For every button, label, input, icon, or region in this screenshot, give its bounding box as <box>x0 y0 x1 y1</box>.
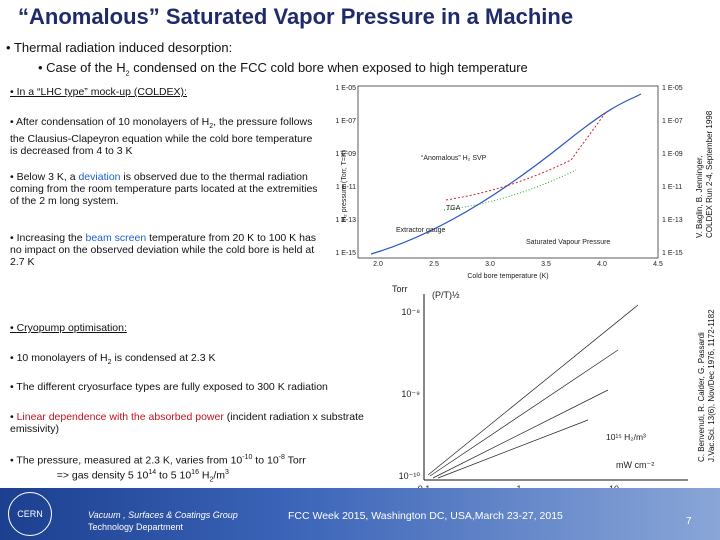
text: 2 <box>125 70 130 78</box>
text: 3 <box>225 468 229 476</box>
text: , the pressure follows the Clausius-Clap… <box>10 116 313 158</box>
text: C. Benvenuti, R. Calder, G. Passardi <box>697 332 706 462</box>
plot-label: (P/T)½ <box>432 290 460 300</box>
reference: V. Baglin, B. Jenninger, COLDEX Run 2-4, … <box>695 111 715 238</box>
text: 10 monolayers of H <box>16 352 108 364</box>
heading: • Cryopump optimisation: <box>10 322 127 334</box>
bullet: • Below 3 K, a deviation is observed due… <box>10 171 318 207</box>
plot-label: 3.0 <box>485 261 495 268</box>
bullet: • The pressure, measured at 2.3 K, varie… <box>10 454 306 484</box>
text: Linear dependence with the absorbed powe… <box>16 411 224 423</box>
text: Below 3 K, a <box>16 171 79 183</box>
fit-lines <box>427 304 639 479</box>
cryo-plot: Torr(P/T)½10⁻⁸10⁻⁹10⁻¹⁰0.1110mW cm⁻²10¹⁵… <box>392 284 688 494</box>
text: H <box>198 469 210 481</box>
plot-label: 10¹⁵ H₂/m³ <box>606 432 646 442</box>
text: V. Baglin, B. Jenninger, <box>695 155 704 238</box>
event: FCC Week 2015, Washington DC, USA,March … <box>288 510 563 522</box>
plot-label: Extractor gauge <box>396 227 446 234</box>
text: to 10 <box>252 454 279 467</box>
plot-label: 3.5 <box>541 261 551 268</box>
bullet: • The different cryosurface types are fu… <box>10 381 328 393</box>
plot-label: TGA <box>446 205 461 212</box>
bullet: • Case of the H2 condensed on the FCC co… <box>38 60 528 78</box>
text: 2 <box>107 359 112 367</box>
text: temperature from 20 K to 100 K has no im… <box>10 232 317 268</box>
bullet: • 10 monolayers of H2 is condensed at 2.… <box>10 352 216 367</box>
plot-label: Cold bore temperature (K) <box>467 273 548 280</box>
plot-label: 1 E-07 <box>662 118 683 125</box>
plot-label: 2.5 <box>429 261 439 268</box>
plot-label: 1 E-15 <box>662 250 683 257</box>
text: Cryopump optimisation: <box>16 322 127 334</box>
text: to 5 10 <box>156 469 192 481</box>
text: Torr <box>284 454 306 467</box>
plot-label: 1 E-05 <box>662 85 683 92</box>
plot-label: H₂ pressure (Torr, T=K) <box>341 150 348 222</box>
text: /m <box>213 469 226 481</box>
plot-label: 1 E-15 <box>335 250 356 257</box>
plot-label: 1 E-05 <box>335 85 356 92</box>
plot-label: 1 E-11 <box>336 184 356 191</box>
footer-band <box>0 488 720 540</box>
text: 2 <box>209 476 214 484</box>
text: Case of the H <box>46 60 126 75</box>
text: deviation <box>78 171 121 183</box>
plot-label: Torr <box>392 284 408 294</box>
text: 14 <box>148 468 157 476</box>
text: beam screen <box>85 232 147 244</box>
reference: C. Benvenuti, R. Calder, G. Passardi J.Va… <box>697 309 717 462</box>
bullet: • After condensation of 10 monolayers of… <box>10 116 313 158</box>
title: “Anomalous” Saturated Vapor Pressure in … <box>18 4 574 29</box>
plot-label: 1 E-07 <box>335 118 356 125</box>
text: Increasing the <box>16 232 86 244</box>
plot-label: 2.0 <box>373 261 383 268</box>
text: => gas density 5 10 <box>56 469 149 481</box>
plot-label: 10⁻¹⁰ <box>399 471 421 481</box>
plot-label: 10⁻⁸ <box>401 307 420 317</box>
text: -8 <box>278 454 285 461</box>
plot-label: 1 E-09 <box>335 151 356 158</box>
text: -10 <box>242 454 253 461</box>
text: The different cryosurface types are full… <box>16 381 328 393</box>
bullet: • Thermal radiation induced desorption: <box>6 40 233 55</box>
plot-label: 1 E-11 <box>662 184 682 191</box>
text: Thermal radiation induced desorption: <box>13 40 233 55</box>
text: is condensed at 2.3 K <box>111 352 216 364</box>
plot-label: Saturated Vapour Pressure <box>526 239 610 246</box>
plot-label: 10⁻⁹ <box>401 389 420 399</box>
plot-label: mW cm⁻² <box>616 460 654 470</box>
text: 2 <box>209 123 214 131</box>
group: Vacuum , Surfaces & Coatings Group <box>88 510 238 520</box>
page-number: 7 <box>686 516 692 527</box>
plot-label: 1 E-09 <box>662 151 683 158</box>
text: 16 <box>191 468 199 476</box>
text: (incident radiation x substrate emissivi… <box>10 411 364 435</box>
labels: Torr(P/T)½10⁻⁸10⁻⁹10⁻¹⁰0.1110mW cm⁻²10¹⁵… <box>392 284 654 494</box>
text: condensed on the FCC cold bore when expo… <box>129 60 528 75</box>
coldex-plot: 1 E-05 1 E-07 1 E-09 1 E-11 1 E-13 1 E-15 1 E-… <box>335 85 682 280</box>
plot-label: 4.5 <box>653 261 663 268</box>
svp-curve <box>370 93 642 255</box>
text: J.Vac.Sci. 13(6), Nov/Dec 1976, 1172-118… <box>707 309 716 462</box>
logo: CERN <box>8 492 52 536</box>
bullet: • Increasing the beam screen temperature… <box>10 232 317 268</box>
plot-label: 1 E-13 <box>662 217 683 224</box>
bullet: • Linear dependence with the absorbed po… <box>10 411 364 435</box>
text: In a “LHC type” mock-up (COLDEX): <box>16 86 187 98</box>
department: Technology Department <box>88 522 184 532</box>
text: COLDEX Run 2-4, September 1998 <box>705 110 714 238</box>
heading: • In a “LHC type” mock-up (COLDEX): <box>10 86 187 98</box>
plot-frame <box>357 85 659 259</box>
labels: 1 E-05 1 E-07 1 E-09 1 E-11 1 E-13 1 E-15 1 E-… <box>335 85 682 280</box>
plot-label: 4.0 <box>597 261 607 268</box>
text: After condensation of 10 monolayers of H <box>16 116 210 128</box>
plot-label: “Anomalous” H₂ SVP <box>421 155 487 162</box>
text: is observed due to the thermal radiation… <box>10 171 318 207</box>
text: The pressure, measured at 2.3 K, varies … <box>16 454 243 467</box>
plot-label: 1 E-13 <box>335 217 356 224</box>
